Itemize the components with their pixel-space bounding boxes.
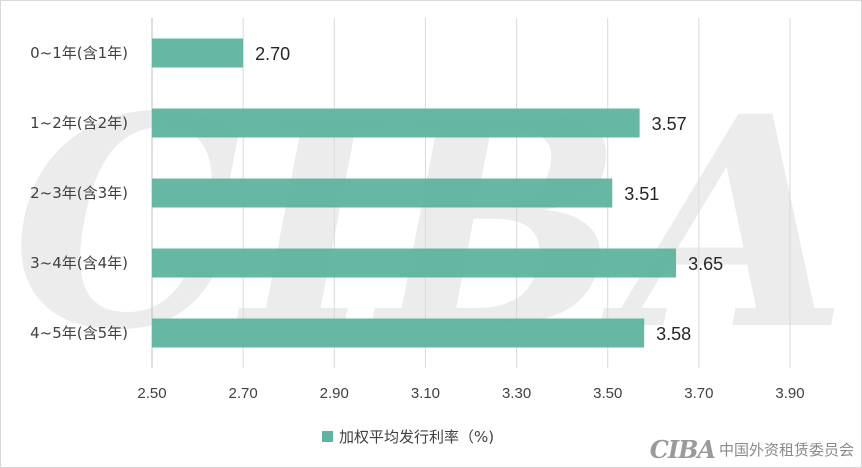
category-label: 4~5年(含5年) (30, 324, 128, 342)
x-tick-label: 2.70 (229, 385, 258, 402)
x-tick-label: 3.30 (502, 385, 531, 402)
bar (152, 248, 677, 278)
x-tick-label: 2.50 (137, 385, 166, 402)
legend-swatch (322, 430, 333, 442)
bar (152, 178, 613, 208)
legend-label: 加权平均发行利率（%) (339, 427, 495, 446)
logo-mark: CIBA (649, 434, 716, 464)
category-label: 2~3年(含3年) (30, 184, 128, 202)
logo-text: 中国外资租赁委员会 (718, 440, 854, 459)
bar (152, 318, 645, 348)
bar (152, 108, 640, 138)
x-tick-labels: 2.50 2.70 2.90 3.10 3.30 3.50 3.70 3.90 (137, 385, 804, 402)
data-labels: 2.70 3.57 3.51 3.65 3.58 (255, 44, 723, 344)
x-tick-label: 3.10 (411, 385, 440, 402)
data-label: 3.57 (652, 114, 687, 134)
ciba-logo: CIBA 中国外资租赁委员会 (649, 434, 854, 464)
data-label: 3.51 (624, 184, 659, 204)
data-label: 3.65 (688, 254, 723, 274)
data-label: 3.58 (656, 324, 691, 344)
bars (152, 38, 677, 348)
category-label: 3~4年(含4年) (30, 254, 128, 272)
x-tick-label: 2.90 (320, 385, 349, 402)
category-label: 0~1年(含1年) (30, 44, 128, 62)
category-labels: 0~1年(含1年) 1~2年(含2年) 2~3年(含3年) 3~4年(含4年) 4~5年… (30, 44, 128, 342)
category-label: 1~2年(含2年) (30, 114, 128, 132)
bar (152, 38, 244, 68)
x-tick-label: 3.50 (593, 385, 622, 402)
x-tick-label: 3.70 (684, 385, 713, 402)
data-label: 2.70 (255, 44, 290, 64)
x-tick-label: 3.90 (775, 385, 804, 402)
legend: 加权平均发行利率（%) (322, 426, 494, 446)
